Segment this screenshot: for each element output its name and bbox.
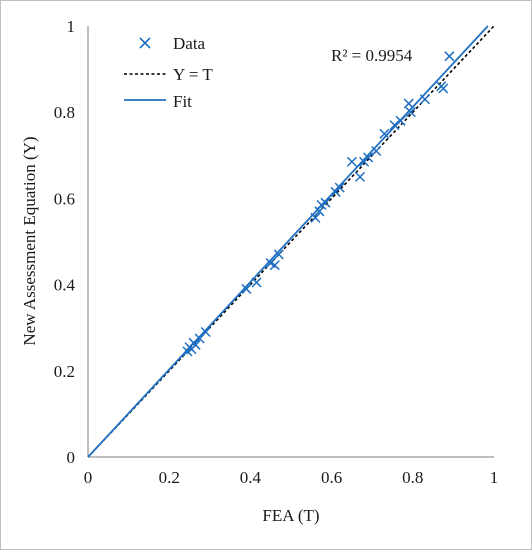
data-point-stroke	[438, 83, 449, 94]
y-tick-label: 0.2	[54, 362, 75, 381]
data-point-stroke	[379, 128, 390, 139]
data-point-stroke	[419, 94, 431, 105]
data-point	[334, 182, 345, 193]
data-point-stroke	[269, 260, 280, 271]
y-tick-label: 0.8	[54, 103, 75, 122]
data-point-stroke	[320, 197, 331, 208]
x-tick-label: 0.8	[402, 468, 423, 487]
data-point-stroke	[389, 120, 400, 131]
data-point-stroke	[346, 156, 357, 167]
data-point-stroke	[241, 283, 252, 294]
data-point	[320, 197, 331, 208]
data-point	[371, 145, 382, 157]
data-point-stroke	[405, 107, 416, 118]
x-tick-label: 0.2	[159, 468, 180, 487]
data-point	[405, 107, 416, 118]
data-point	[419, 94, 431, 105]
data-point	[241, 283, 252, 294]
data-point-stroke	[314, 206, 325, 217]
data-point	[273, 249, 284, 260]
y-axis-title: New Assessment Equation (Y)	[20, 136, 39, 345]
data-point	[389, 120, 400, 131]
x-tick-label: 0.4	[240, 468, 262, 487]
legend-label-fit: Fit	[173, 92, 192, 111]
r-squared-annotation: R² = 0.9954	[331, 46, 413, 65]
legend: Data Y = T Fit	[124, 34, 213, 111]
data-point	[403, 98, 414, 109]
data-point-stroke	[200, 326, 211, 338]
data-point	[363, 152, 374, 163]
x-axis-title: FEA (T)	[262, 506, 319, 525]
tick-labels: 0 0.2 0.4 0.6 0.8 1 0 0.2 0.4 0.6 0.8 1	[54, 17, 499, 487]
data-point-stroke	[310, 212, 321, 223]
y-tick-label: 1	[67, 17, 76, 36]
data-point-stroke	[190, 339, 201, 350]
data-point	[438, 83, 449, 94]
data-point-stroke	[273, 249, 284, 260]
data-point-stroke	[395, 115, 406, 126]
data-point-stroke	[363, 152, 374, 163]
data-point	[200, 326, 211, 338]
data-points	[182, 51, 455, 357]
data-point	[314, 206, 325, 217]
data-point-stroke	[371, 145, 382, 157]
legend-label-y-equals-t: Y = T	[173, 65, 213, 84]
x-tick-label: 0	[84, 468, 93, 487]
y-tick-label: 0	[67, 448, 76, 467]
x-tick-label: 0.6	[321, 468, 342, 487]
data-point-stroke	[444, 51, 455, 62]
data-point	[444, 51, 455, 62]
series-lines	[87, 25, 495, 458]
y-tick-label: 0.4	[54, 276, 76, 295]
legend-item-data: Data	[139, 34, 206, 53]
data-point	[395, 115, 406, 126]
data-point	[310, 212, 321, 223]
data-point	[251, 277, 262, 288]
fit-line	[87, 25, 489, 458]
data-point-stroke	[251, 277, 262, 288]
y-tick-label: 0.6	[54, 189, 75, 208]
data-point	[354, 171, 366, 182]
legend-marker-data-b	[139, 37, 151, 49]
axes	[87, 26, 494, 458]
data-point	[379, 128, 390, 139]
data-point	[190, 339, 201, 350]
data-point-stroke	[334, 182, 345, 193]
legend-item-fit: Fit	[124, 92, 192, 111]
data-point-stroke	[354, 171, 366, 182]
legend-label-data: Data	[173, 34, 206, 53]
x-tick-label: 1	[490, 468, 499, 487]
data-point-stroke	[403, 98, 414, 109]
data-point-stroke	[265, 258, 276, 269]
data-point	[346, 156, 357, 167]
data-point	[269, 260, 280, 271]
legend-item-y-equals-t: Y = T	[124, 65, 213, 84]
